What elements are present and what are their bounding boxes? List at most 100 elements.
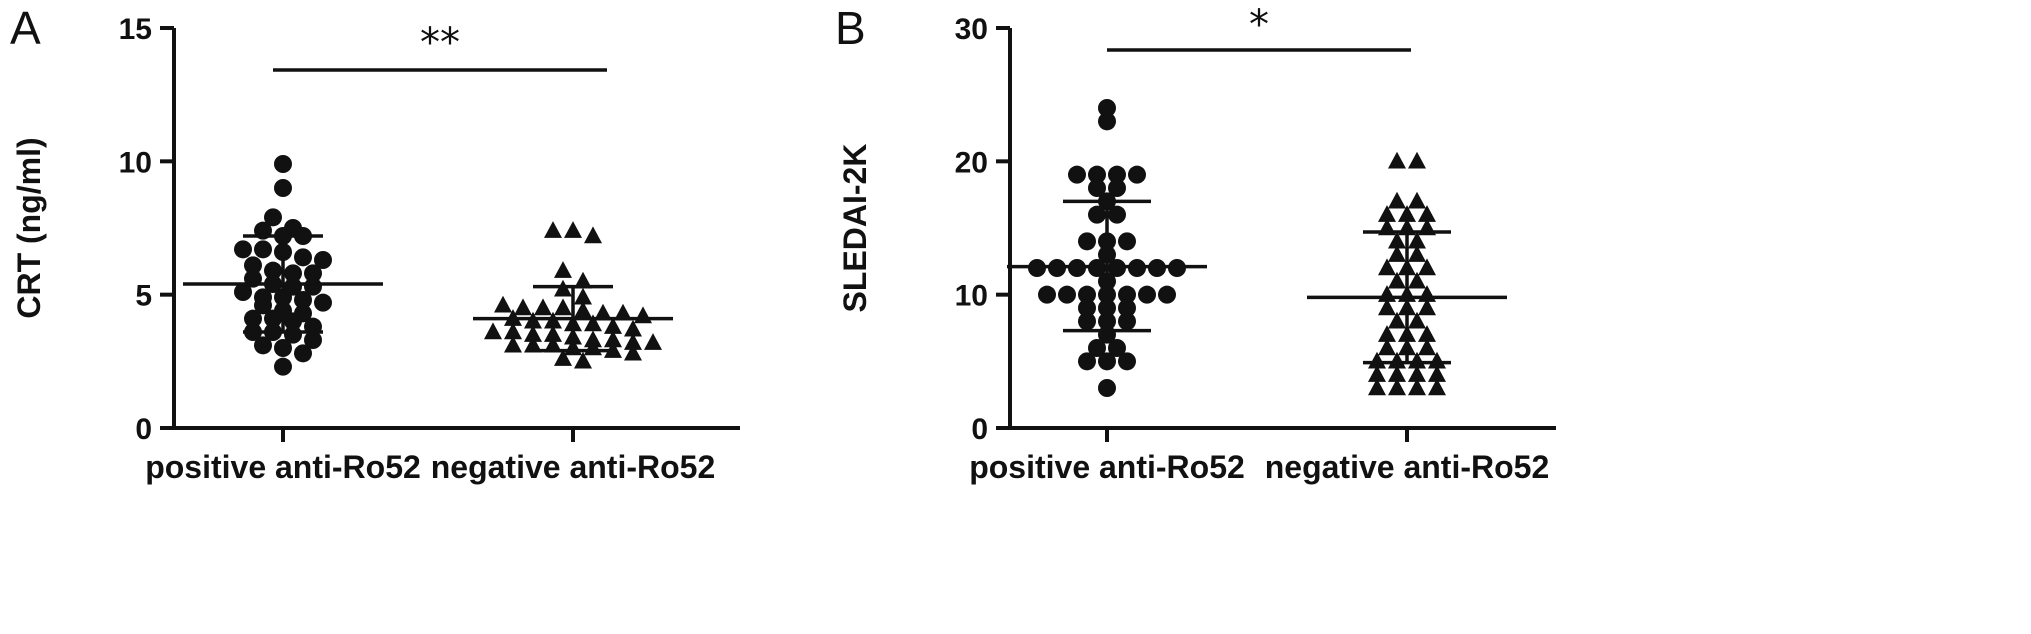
x-category-label: negative anti-Ro52 xyxy=(431,449,716,485)
data-point-triangle xyxy=(484,322,502,340)
data-point-triangle xyxy=(634,306,652,324)
data-point-circle xyxy=(304,277,322,296)
y-axis-title: SLEDAI-2K xyxy=(837,144,873,313)
series-circles xyxy=(183,155,383,376)
data-point-circle xyxy=(274,339,292,357)
data-point-triangle xyxy=(1388,151,1406,169)
data-point-circle xyxy=(1098,99,1116,117)
data-point-triangle xyxy=(1408,365,1426,382)
data-point-circle xyxy=(1058,285,1076,304)
data-point-circle xyxy=(284,325,302,344)
data-point-circle xyxy=(244,309,262,328)
y-tick-label: 0 xyxy=(971,413,988,446)
data-point-circle xyxy=(1108,179,1126,197)
data-point-circle xyxy=(1118,299,1136,317)
data-point-circle xyxy=(1098,112,1116,131)
data-point-circle xyxy=(1128,165,1146,184)
data-point-circle xyxy=(1038,285,1056,304)
y-tick-label: 20 xyxy=(955,146,988,179)
data-point-triangle xyxy=(574,351,592,369)
data-point-triangle xyxy=(1368,365,1386,382)
data-point-triangle xyxy=(1388,378,1406,396)
x-category-label: positive anti-Ro52 xyxy=(969,449,1245,485)
data-point-circle xyxy=(234,240,252,259)
panel-b: B 0 10 20 30 SLEDAI-2K positive anti-Ro52 negat… xyxy=(835,2,1556,485)
data-point-triangle xyxy=(1378,325,1396,342)
panel-letter: A xyxy=(10,2,41,54)
data-point-circle xyxy=(1118,352,1136,371)
data-point-triangle xyxy=(544,221,562,238)
data-point-triangle xyxy=(544,335,562,353)
data-point-circle xyxy=(264,208,282,227)
data-point-circle xyxy=(1108,165,1126,184)
data-point-triangle xyxy=(504,322,522,340)
y-tick-label: 15 xyxy=(119,13,152,46)
data-point-triangle xyxy=(1388,271,1406,289)
data-point-circle xyxy=(314,293,332,312)
data-point-circle xyxy=(1118,285,1136,304)
x-category-label: negative anti-Ro52 xyxy=(1265,449,1550,485)
data-point-triangle xyxy=(624,333,642,350)
data-point-triangle xyxy=(1418,205,1436,222)
data-point-circle xyxy=(264,261,282,280)
data-point-triangle xyxy=(504,335,522,353)
data-point-triangle xyxy=(1388,245,1406,262)
data-point-triangle xyxy=(1408,231,1426,249)
data-point-triangle xyxy=(1408,378,1426,396)
data-point-circle xyxy=(1108,339,1126,357)
data-point-circle xyxy=(274,155,292,173)
data-point-triangle xyxy=(1388,191,1406,209)
data-point-circle xyxy=(1088,205,1106,224)
data-point-circle xyxy=(1118,232,1136,251)
data-point-triangle xyxy=(534,298,552,316)
data-point-circle xyxy=(1078,352,1096,371)
data-point-circle xyxy=(294,291,312,309)
x-category-label: positive anti-Ro52 xyxy=(145,449,421,485)
data-point-triangle xyxy=(1378,298,1396,316)
data-point-triangle xyxy=(1408,245,1426,262)
data-point-triangle xyxy=(624,319,642,337)
data-point-circle xyxy=(264,309,282,328)
data-point-triangle xyxy=(564,221,582,238)
data-point-triangle xyxy=(1388,365,1406,382)
data-point-triangle xyxy=(494,295,512,313)
data-point-triangle xyxy=(554,298,572,316)
data-point-circle xyxy=(1088,179,1106,197)
y-tick-label: 30 xyxy=(955,13,988,46)
data-point-circle xyxy=(254,336,272,355)
data-point-circle xyxy=(304,331,322,349)
data-point-circle xyxy=(1118,312,1136,331)
panel-letter: B xyxy=(835,2,866,54)
data-point-triangle xyxy=(1398,205,1416,222)
data-point-triangle xyxy=(584,314,602,332)
data-point-circle xyxy=(294,344,312,363)
data-point-triangle xyxy=(524,325,542,342)
data-point-triangle xyxy=(1408,311,1426,329)
data-point-circle xyxy=(1098,379,1116,397)
data-point-triangle xyxy=(554,349,572,366)
data-point-triangle xyxy=(1408,271,1426,289)
data-point-triangle xyxy=(524,335,542,353)
y-tick-label: 0 xyxy=(135,413,152,446)
data-point-triangle xyxy=(1418,258,1436,276)
data-point-circle xyxy=(1078,232,1096,251)
data-point-circle xyxy=(1098,352,1116,371)
data-point-circle xyxy=(294,248,312,267)
data-point-circle xyxy=(274,357,292,376)
data-point-circle xyxy=(1088,339,1106,357)
data-point-triangle xyxy=(594,303,612,321)
data-point-triangle xyxy=(1418,338,1436,356)
significance-label: * xyxy=(1249,2,1269,48)
y-tick-label: 5 xyxy=(135,280,152,313)
y-tick-label: 10 xyxy=(119,146,152,179)
data-point-circle xyxy=(314,251,332,269)
data-point-triangle xyxy=(574,287,592,305)
data-point-circle xyxy=(1158,285,1176,304)
data-point-triangle xyxy=(514,298,532,316)
data-point-circle xyxy=(1078,299,1096,317)
data-point-triangle xyxy=(1428,365,1446,382)
series-circles xyxy=(1007,99,1207,397)
data-point-triangle xyxy=(604,317,622,334)
data-point-triangle xyxy=(644,333,662,350)
